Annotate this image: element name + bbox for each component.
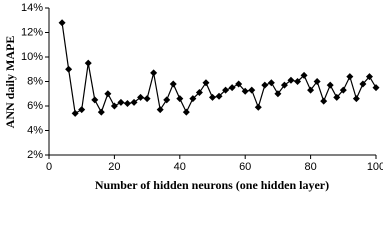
x-tick-label: 20 [108,161,120,173]
data-marker [195,89,203,97]
data-marker [339,86,347,94]
data-marker [300,71,308,79]
data-marker [176,95,184,103]
data-marker [84,59,92,67]
data-marker [235,80,243,88]
data-marker [58,19,66,27]
data-marker [287,76,295,84]
data-marker [130,98,138,106]
data-marker [261,81,269,89]
data-marker [65,65,73,73]
x-tick-label: 0 [46,161,52,173]
y-tick-label: 4% [27,124,43,136]
data-line [61,22,377,115]
data-marker [91,96,99,104]
data-marker [215,92,223,100]
data-marker [333,93,341,101]
x-tick-label: 40 [174,161,186,173]
data-marker [228,84,236,92]
y-tick-label: 6% [27,100,43,112]
data-marker [182,108,190,116]
data-marker [359,80,367,88]
x-tick-label: 60 [239,161,251,173]
x-tick-label: 100 [367,161,383,173]
y-tick-label: 2% [27,149,43,161]
data-marker [241,87,249,95]
data-marker [307,86,315,94]
y-tick-label: 10% [21,51,43,63]
y-tick-label: 12% [21,26,43,38]
y-tick-label: 14% [21,2,43,14]
data-marker [326,81,334,89]
data-marker [313,78,321,85]
data-marker [143,95,151,103]
data-marker [78,106,86,114]
y-tick-label: 8% [27,75,43,87]
data-marker [320,97,328,105]
data-marker [294,78,302,85]
data-marker [97,108,105,116]
data-marker [150,69,158,77]
x-tick-label: 80 [304,161,316,173]
data-marker [71,109,79,117]
data-marker [104,90,112,98]
data-marker [346,73,354,81]
data-marker [352,95,360,103]
data-marker [222,86,230,94]
chart: Number of hidden neurons (one hidden lay… [3,2,383,192]
data-marker [117,98,125,106]
data-marker [202,79,210,87]
data-marker [156,106,164,114]
data-marker [254,103,262,111]
data-marker [209,93,216,101]
data-marker [248,86,256,94]
data-marker [169,80,177,88]
data-marker [372,84,380,92]
data-marker [365,73,373,81]
data-marker [274,90,282,98]
data-marker [163,96,171,104]
x-axis-title: Number of hidden neurons (one hidden lay… [95,178,329,192]
data-marker [137,93,145,101]
data-marker [267,79,275,87]
y-axis-title: ANN daily MAPE [3,36,17,129]
data-marker [110,102,118,110]
data-marker [280,81,288,89]
data-marker [123,100,131,108]
data-marker [189,95,197,103]
